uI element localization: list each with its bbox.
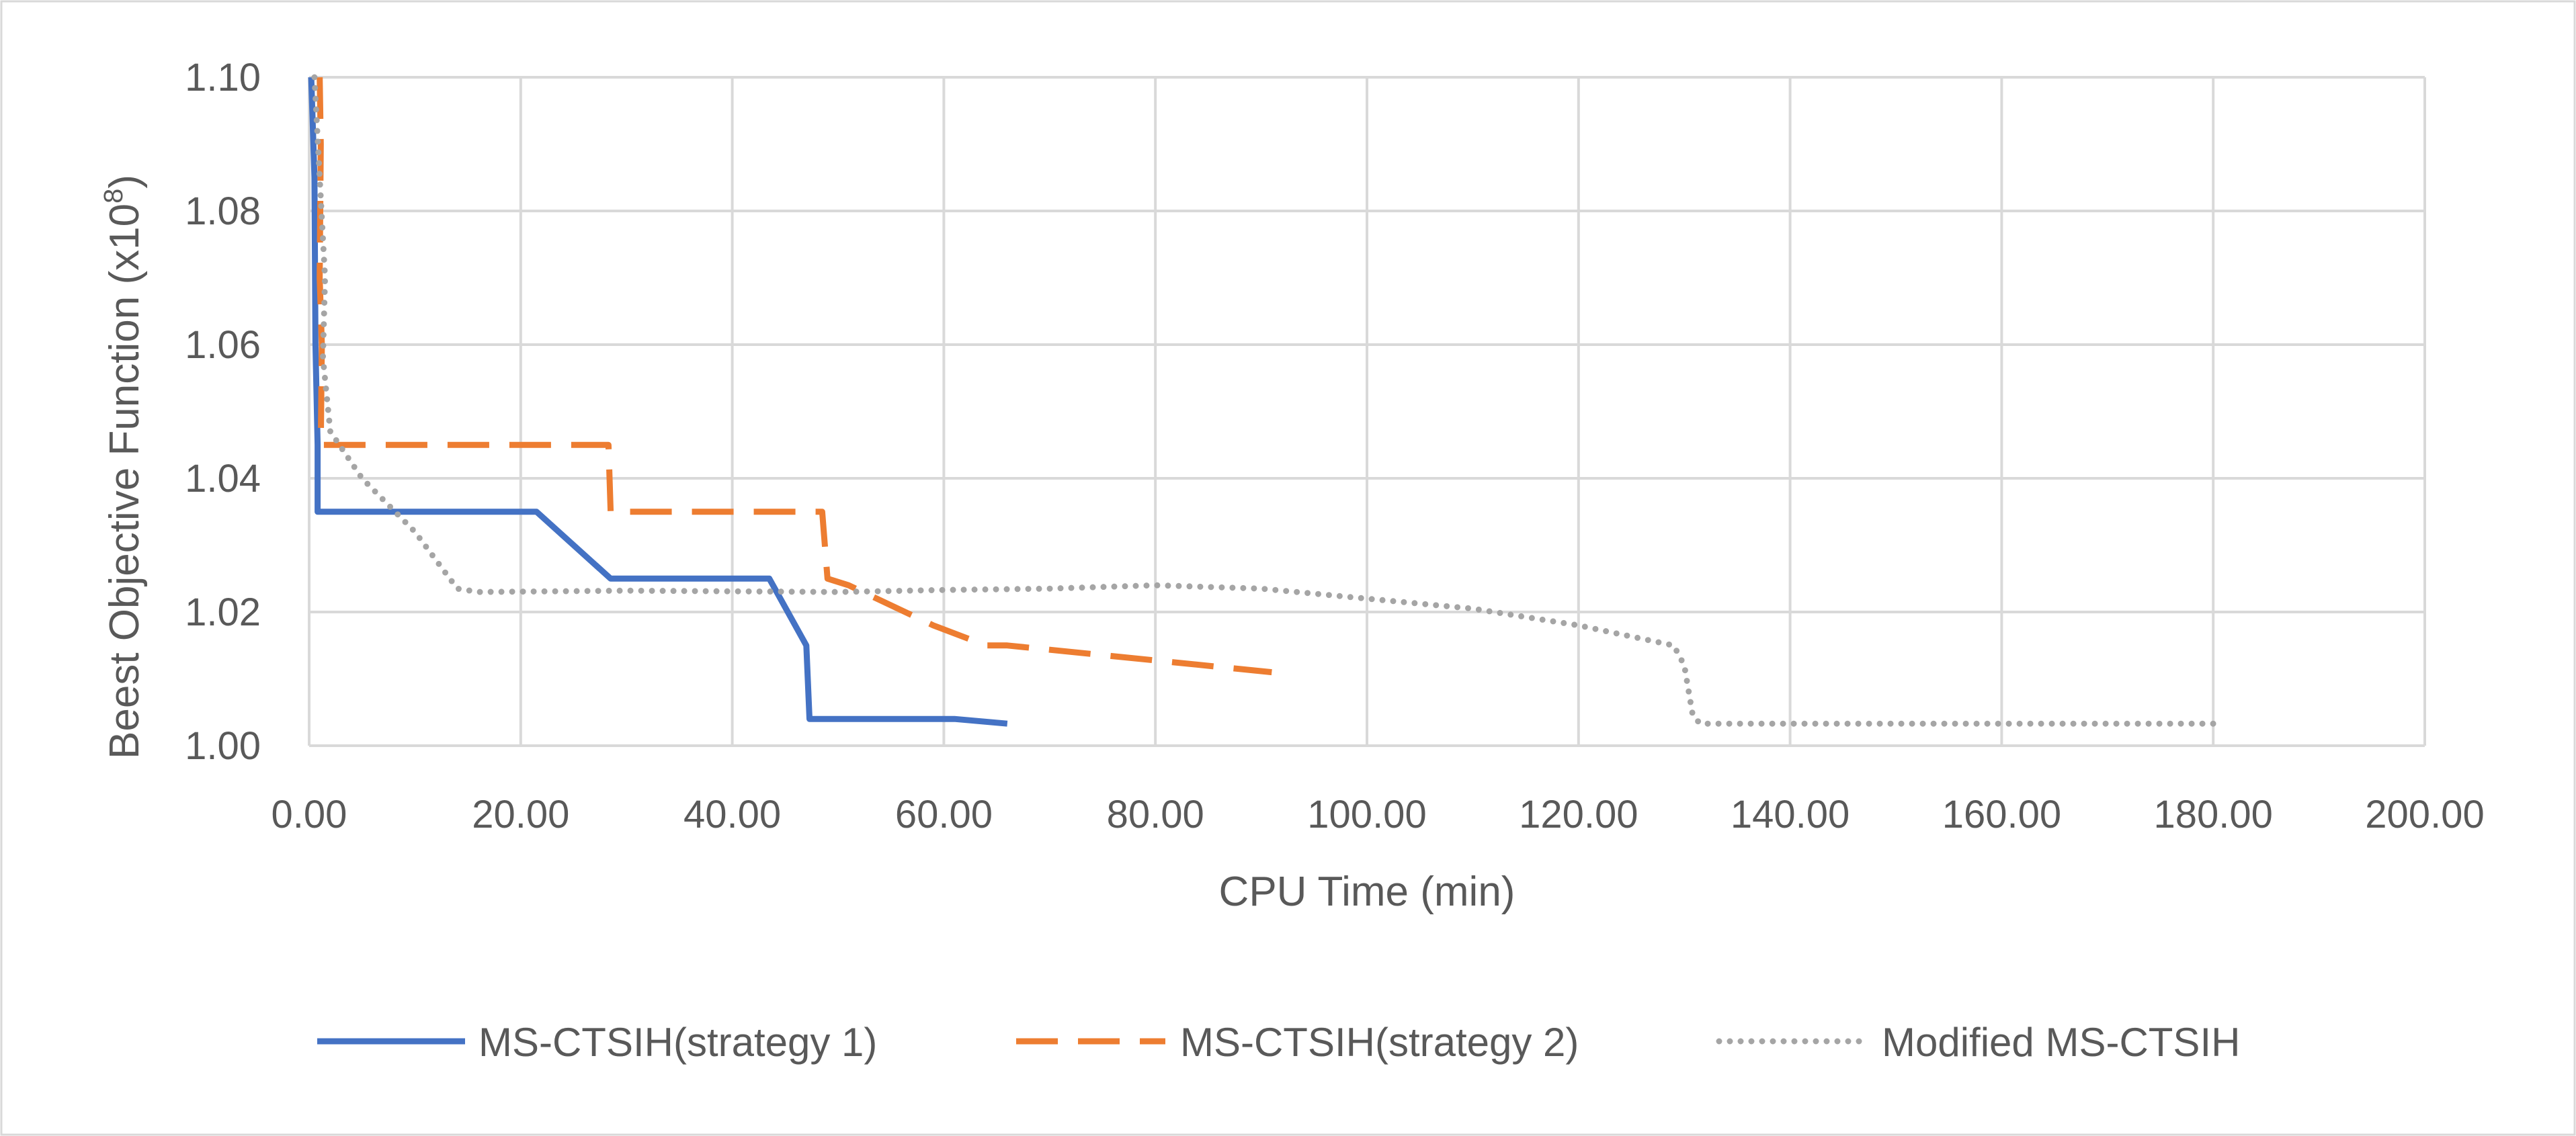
legend-item-modified: Modified MS-CTSIH <box>1716 1020 2240 1065</box>
series-line-1 <box>308 77 1008 727</box>
y-tick-label: 1.00 <box>185 724 261 768</box>
legend-label-strategy-2: MS-CTSIH(strategy 2) <box>1180 1020 1579 1065</box>
y-tick-label: 1.08 <box>185 189 261 233</box>
y-axis-title-exponent: 8 <box>99 189 128 204</box>
x-tick-label: 80.00 <box>1107 793 1204 836</box>
x-tick-label: 20.00 <box>472 793 569 836</box>
tick-labels: 0.00 20.00 40.00 60.00 80.00 100.00 120.00 140.… <box>185 56 2485 836</box>
y-tick-label: 1.10 <box>185 56 261 99</box>
legend-label-modified: Modified MS-CTSIH <box>1882 1020 2240 1065</box>
x-tick-label: 100.00 <box>1307 793 1426 836</box>
legend-item-strategy-2: MS-CTSIH(strategy 2) <box>1016 1020 1579 1065</box>
gridlines <box>308 76 2426 747</box>
y-axis-title-main: Beest Objective Function (x10 <box>101 204 148 759</box>
x-tick-label: 120.00 <box>1519 793 1638 836</box>
x-tick-label: 140.00 <box>1731 793 1850 836</box>
y-axis-title: Beest Objective Function (x108) <box>99 175 148 759</box>
series-lines <box>308 74 2216 727</box>
y-tick-label: 1.04 <box>185 457 261 500</box>
legend: MS-CTSIH(strategy 1) MS-CTSIH(strategy 2… <box>317 1020 2240 1065</box>
x-tick-label: 60.00 <box>895 793 993 836</box>
x-axis-title: CPU Time (min) <box>1219 869 1515 915</box>
series-line-3 <box>311 74 2216 727</box>
x-tick-label: 200.00 <box>2365 793 2484 836</box>
y-axis-title-close: ) <box>101 175 148 189</box>
legend-label-strategy-1: MS-CTSIH(strategy 1) <box>479 1020 877 1065</box>
x-tick-label: 0.00 <box>272 793 347 836</box>
x-tick-label: 180.00 <box>2153 793 2272 836</box>
x-tick-label: 160.00 <box>1942 793 2061 836</box>
legend-item-strategy-1: MS-CTSIH(strategy 1) <box>317 1020 877 1065</box>
series-line-2 <box>317 77 1272 676</box>
y-tick-label: 1.02 <box>185 591 261 634</box>
y-tick-label: 1.06 <box>185 323 261 367</box>
x-tick-label: 40.00 <box>683 793 781 836</box>
